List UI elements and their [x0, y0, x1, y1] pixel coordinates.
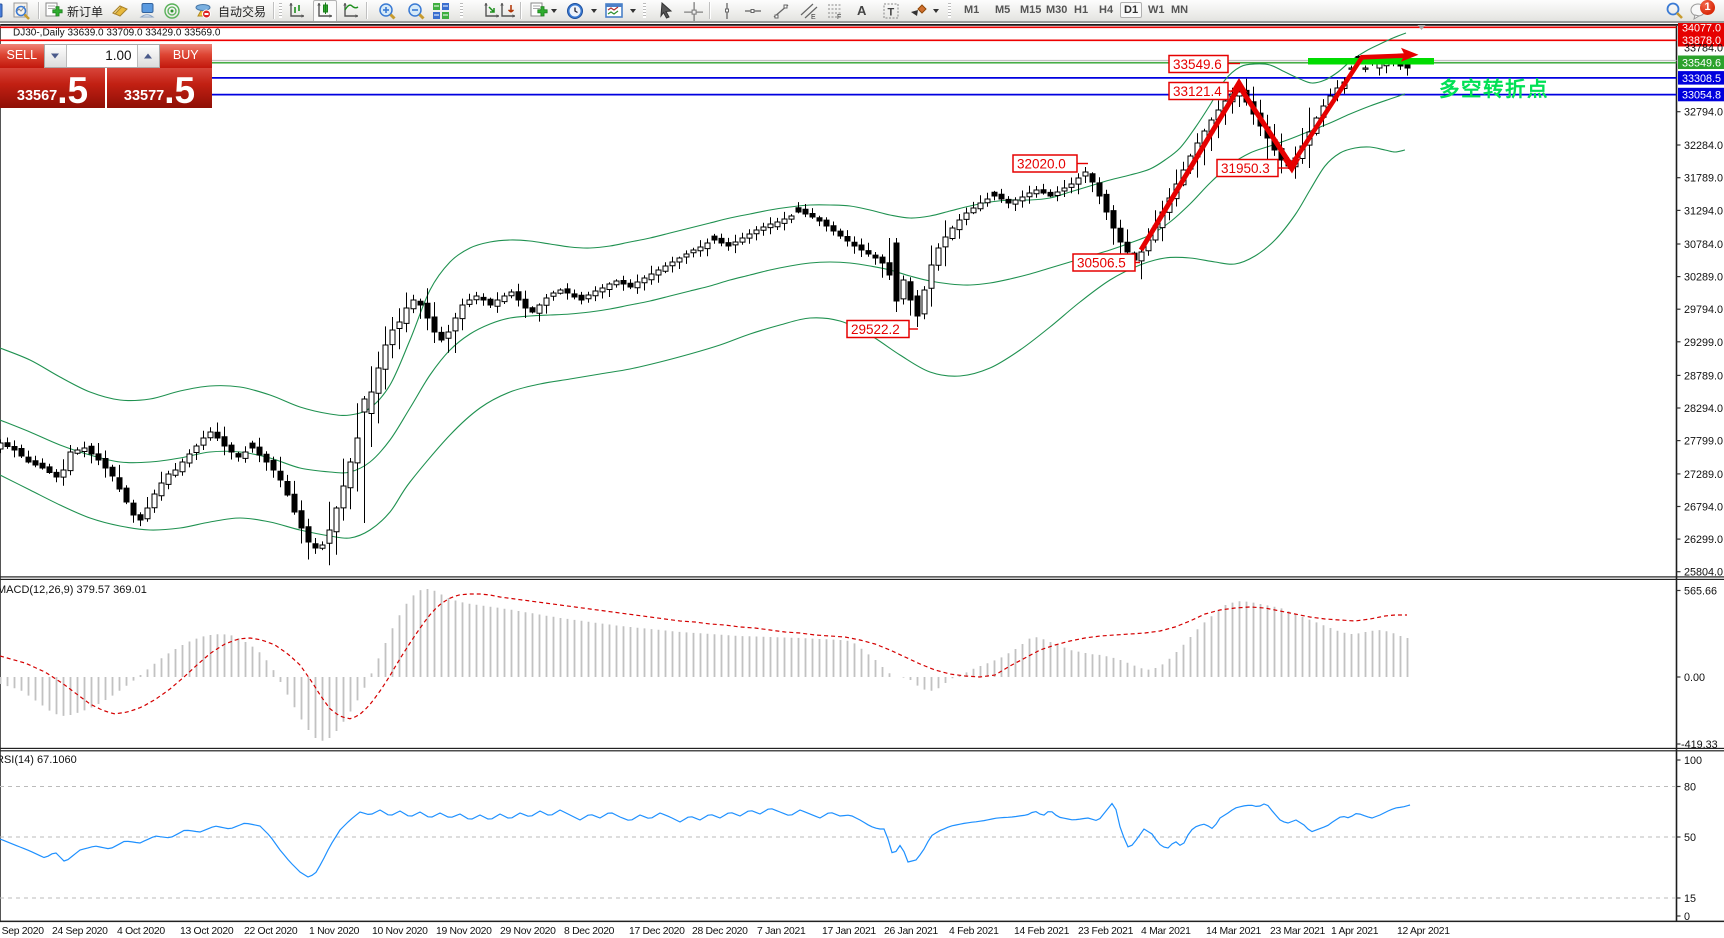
- svg-text:33054.8: 33054.8: [1682, 90, 1721, 102]
- svg-text:100: 100: [1684, 755, 1702, 767]
- svg-text:15: 15: [1684, 893, 1696, 905]
- svg-text:34077.0: 34077.0: [1682, 22, 1721, 34]
- svg-text:31950.3: 31950.3: [1221, 161, 1270, 176]
- svg-text:33784.0: 33784.0: [1684, 42, 1723, 54]
- svg-text:28789.0: 28789.0: [1684, 370, 1723, 382]
- svg-text:25804.0: 25804.0: [1684, 567, 1723, 579]
- svg-text:4 Feb 2021: 4 Feb 2021: [949, 926, 999, 937]
- svg-text:14 Mar 2021: 14 Mar 2021: [1206, 926, 1262, 937]
- svg-text:29 Nov 2020: 29 Nov 2020: [500, 926, 556, 937]
- svg-text:4 Oct 2020: 4 Oct 2020: [117, 926, 165, 937]
- svg-text:0: 0: [1684, 911, 1690, 923]
- svg-text:4 Mar 2021: 4 Mar 2021: [1141, 926, 1191, 937]
- svg-text:E: E: [811, 14, 816, 20]
- svg-text:28 Dec 2020: 28 Dec 2020: [692, 926, 748, 937]
- svg-text:29794.0: 29794.0: [1684, 304, 1723, 316]
- svg-text:-419.33: -419.33: [1681, 739, 1718, 751]
- svg-text:33878.0: 33878.0: [1682, 35, 1721, 47]
- svg-text:27289.0: 27289.0: [1684, 469, 1723, 481]
- svg-text:F: F: [837, 14, 841, 20]
- svg-text:31789.0: 31789.0: [1684, 173, 1723, 185]
- svg-text:8 Dec 2020: 8 Dec 2020: [564, 926, 615, 937]
- svg-text:17 Jan 2021: 17 Jan 2021: [822, 926, 876, 937]
- svg-text:7 Jan 2021: 7 Jan 2021: [757, 926, 806, 937]
- svg-text:1 Nov 2020: 1 Nov 2020: [309, 926, 360, 937]
- svg-text:50: 50: [1684, 832, 1696, 844]
- svg-text:17 Dec 2020: 17 Dec 2020: [629, 926, 685, 937]
- svg-text:26299.0: 26299.0: [1684, 534, 1723, 546]
- svg-text:RSI(14) 67.1060: RSI(14) 67.1060: [0, 754, 77, 766]
- svg-text:14 Feb 2021: 14 Feb 2021: [1014, 926, 1070, 937]
- svg-text:28294.0: 28294.0: [1684, 403, 1723, 415]
- svg-text:29522.2: 29522.2: [851, 322, 900, 337]
- svg-text:80: 80: [1684, 782, 1696, 794]
- svg-text:30289.0: 30289.0: [1684, 272, 1723, 284]
- svg-text:32020.0: 32020.0: [1017, 157, 1066, 172]
- svg-text:MACD(12,26,9) 379.57 369.01: MACD(12,26,9) 379.57 369.01: [0, 584, 147, 596]
- svg-text:32284.0: 32284.0: [1684, 140, 1723, 152]
- svg-text:23 Mar 2021: 23 Mar 2021: [1270, 926, 1326, 937]
- svg-text:27799.0: 27799.0: [1684, 436, 1723, 448]
- svg-text:565.66: 565.66: [1684, 586, 1717, 598]
- svg-text:1 Apr 2021: 1 Apr 2021: [1331, 926, 1379, 937]
- svg-text:29299.0: 29299.0: [1684, 337, 1723, 349]
- svg-text:Sep 2020: Sep 2020: [2, 926, 45, 937]
- svg-text:23 Feb 2021: 23 Feb 2021: [1078, 926, 1134, 937]
- svg-text:24 Sep 2020: 24 Sep 2020: [52, 926, 108, 937]
- svg-text:33121.4: 33121.4: [1173, 84, 1222, 99]
- svg-text:10 Nov 2020: 10 Nov 2020: [372, 926, 428, 937]
- svg-text:12 Apr 2021: 12 Apr 2021: [1397, 926, 1450, 937]
- svg-text:19 Nov 2020: 19 Nov 2020: [436, 926, 492, 937]
- svg-text:26794.0: 26794.0: [1684, 502, 1723, 514]
- svg-text:26 Jan 2021: 26 Jan 2021: [884, 926, 938, 937]
- svg-text:30506.5: 30506.5: [1077, 256, 1126, 271]
- svg-text:T: T: [888, 7, 895, 19]
- svg-text:DJ30-,Daily 33639.0 33709.0 3: DJ30-,Daily 33639.0 33709.0 33429.0 3356…: [13, 28, 221, 39]
- svg-text:33549.6: 33549.6: [1682, 57, 1721, 69]
- svg-text:30784.0: 30784.0: [1684, 239, 1723, 251]
- svg-text:33308.5: 33308.5: [1682, 73, 1721, 85]
- svg-text:32794.0: 32794.0: [1684, 107, 1723, 119]
- svg-text:33549.6: 33549.6: [1173, 57, 1222, 72]
- svg-text:0.00: 0.00: [1684, 672, 1705, 684]
- svg-text:13 Oct 2020: 13 Oct 2020: [180, 926, 234, 937]
- svg-text:31294.0: 31294.0: [1684, 205, 1723, 217]
- svg-text:22 Oct 2020: 22 Oct 2020: [244, 926, 298, 937]
- svg-text:多空转折点: 多空转折点: [1439, 77, 1549, 101]
